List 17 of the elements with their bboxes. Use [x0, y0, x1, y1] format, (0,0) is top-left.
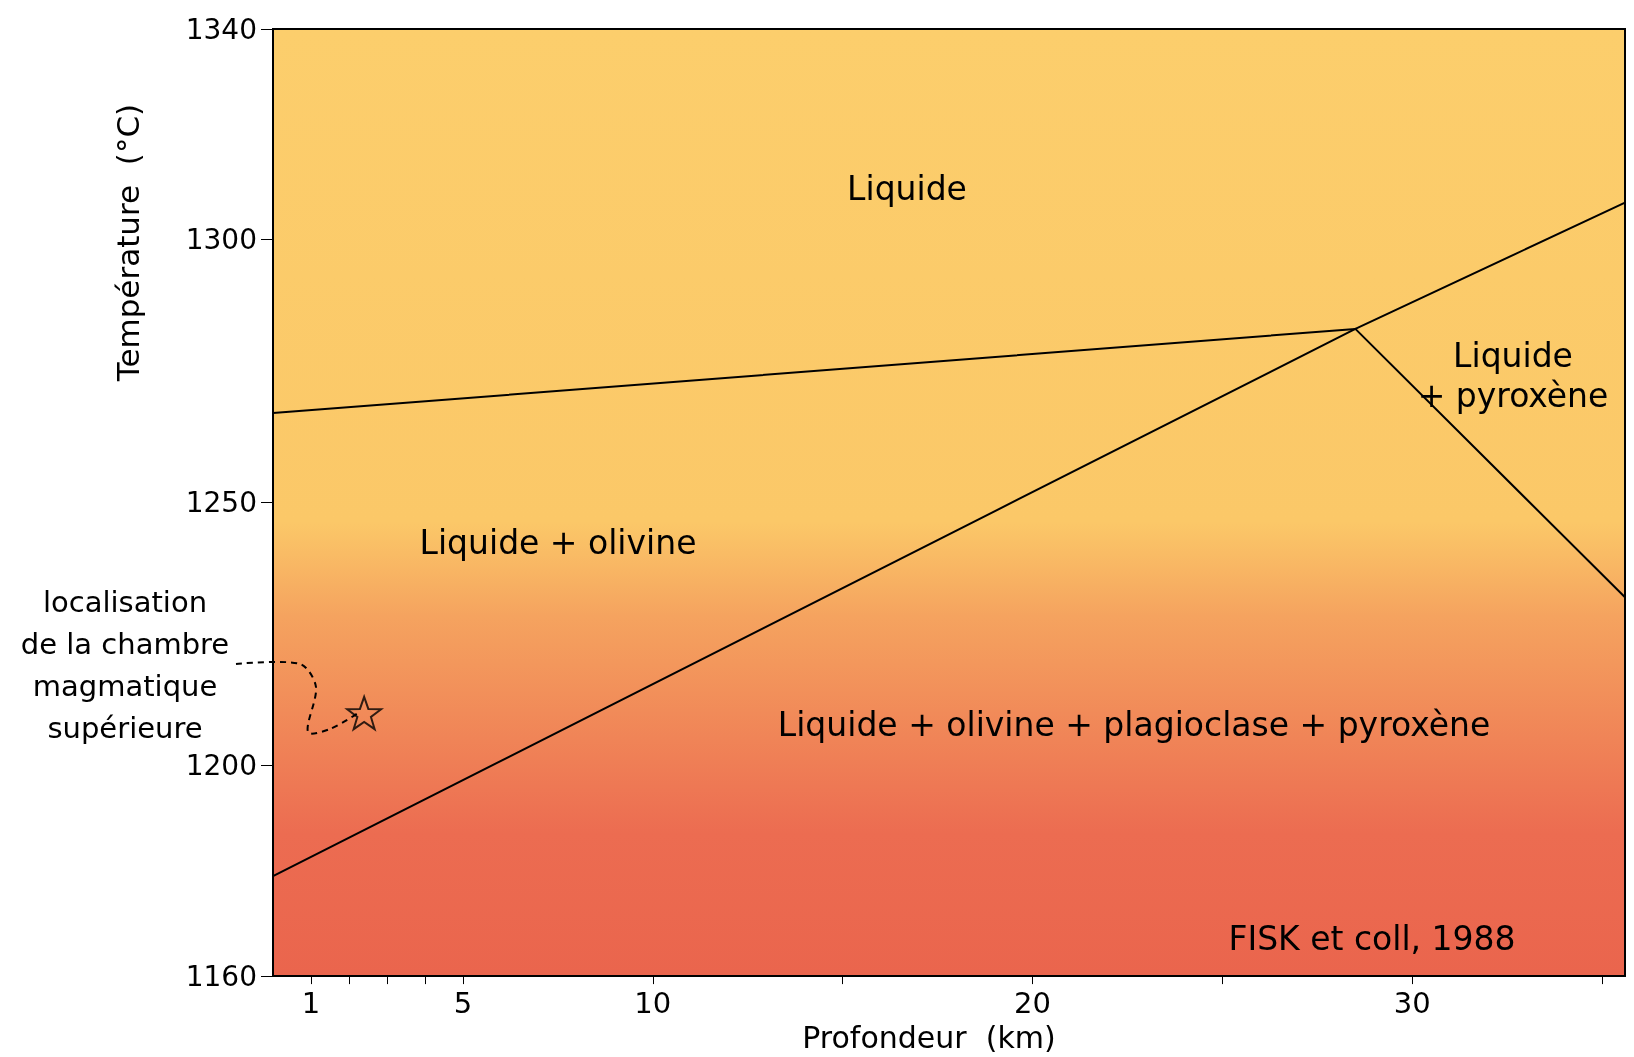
- x-tick-label: 30: [1393, 985, 1431, 1020]
- x-tick-label: 20: [1014, 985, 1051, 1020]
- annotation: localisation de la chambre magmatique supérieure: [20, 585, 230, 745]
- x-tick-label: 10: [634, 985, 672, 1020]
- y-tick-label: 1340: [185, 12, 257, 46]
- x-tick-label: 5: [453, 985, 473, 1020]
- annotation: Liquide + olivine + plagioclase + pyroxène: [777, 704, 1491, 744]
- annotation: FISK et coll, 1988: [1228, 918, 1516, 958]
- annotation: Liquide: [847, 168, 967, 208]
- y-tick-label: 1250: [185, 486, 257, 520]
- y-tick-label: 1200: [185, 749, 257, 783]
- y-axis-title: Température (°C): [109, 103, 146, 383]
- y-tick-label: 1300: [185, 222, 257, 256]
- x-tick-label: 1: [301, 985, 321, 1020]
- y-tick-label: 1160: [185, 959, 257, 993]
- annotation: Liquide + olivine: [419, 522, 697, 562]
- x-axis-title: Profondeur (km): [802, 1019, 1056, 1055]
